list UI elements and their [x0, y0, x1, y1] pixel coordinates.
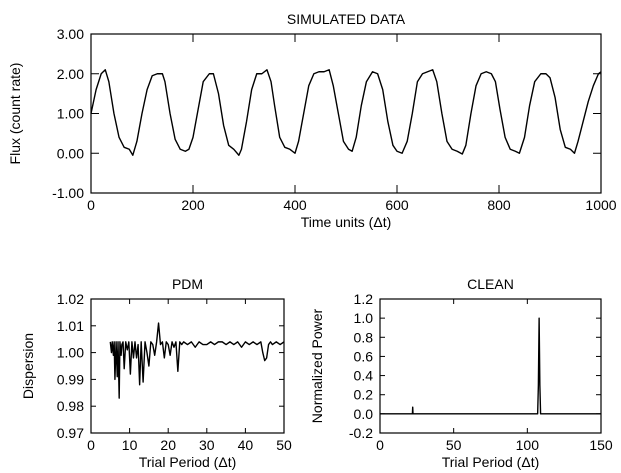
chart-title: PDM: [172, 276, 203, 292]
x-axis-label: Trial Period (Δt): [139, 454, 237, 470]
chart-simulated: SIMULATED DATA 0 200 400 600 800 1000 -1.00 0.00…: [7, 11, 617, 230]
x-tick-label: 800: [487, 197, 511, 213]
y-tick-label: 0.4: [354, 368, 374, 384]
x-tick-label: 0: [87, 437, 95, 453]
y-tick-label: 1.2: [354, 291, 374, 307]
series-line: [90, 69, 602, 156]
x-tick-label: 30: [199, 437, 215, 453]
x-tick-label: 0: [376, 437, 384, 453]
y-tick-label: 0.99: [57, 371, 84, 387]
chart-title: SIMULATED DATA: [287, 11, 406, 27]
chart-clean: CLEAN 0 50 100 150 -0.2 0.0 0.2 0.4 0.6 0.8 1.0 1.2 T…: [309, 276, 613, 470]
x-tick-label: 0: [87, 197, 95, 213]
x-axis-label: Time units (Δt): [301, 214, 392, 230]
y-tick-label: 0.98: [57, 398, 84, 414]
y-tick-label: 1.00: [57, 345, 84, 361]
x-tick-label: 50: [276, 437, 292, 453]
x-tick-label: 150: [589, 437, 613, 453]
y-axis-label: Normalized Power: [309, 308, 325, 423]
y-tick-label: 0.97: [57, 425, 84, 441]
x-tick-label: 20: [160, 437, 176, 453]
y-axis-label: Flux (count rate): [7, 63, 23, 165]
x-tick-label: 10: [122, 437, 138, 453]
chart-pdm: PDM 0 10 20 30 40 50 0.97 0.98 0.99 1.00 1.01 1.02 Tr…: [20, 276, 292, 470]
x-tick-label: 40: [238, 437, 254, 453]
y-tick-label: 0.2: [354, 387, 374, 403]
y-tick-label: 1.0: [354, 310, 374, 326]
y-tick-label: -1.00: [52, 185, 84, 201]
y-tick-label: 3.00: [57, 26, 84, 42]
y-tick-label: 1.01: [57, 318, 84, 334]
y-tick-label: 1.00: [57, 106, 84, 122]
y-tick-label: 0.8: [354, 329, 374, 345]
chart-title: CLEAN: [467, 276, 514, 292]
y-tick-label: 0.6: [354, 348, 374, 364]
x-tick-label: 1000: [585, 197, 616, 213]
x-tick-label: 600: [385, 197, 409, 213]
x-tick-label: 100: [516, 437, 540, 453]
y-tick-label: -0.2: [349, 425, 373, 441]
x-tick-label: 50: [446, 437, 462, 453]
x-tick-label: 200: [181, 197, 205, 213]
y-tick-label: 2.00: [57, 66, 84, 82]
plot-frame: [90, 33, 602, 194]
y-tick-label: 0.00: [57, 145, 84, 161]
plot-frame: [379, 298, 602, 434]
x-tick-label: 400: [283, 197, 307, 213]
y-axis-label: Dispersion: [20, 333, 36, 399]
series-line: [109, 322, 285, 399]
y-tick-label: 1.02: [57, 291, 84, 307]
series-line: [380, 317, 601, 415]
plot-frame: [90, 298, 285, 434]
y-tick-label: 0.0: [354, 406, 374, 422]
x-axis-label: Trial Period (Δt): [442, 454, 540, 470]
